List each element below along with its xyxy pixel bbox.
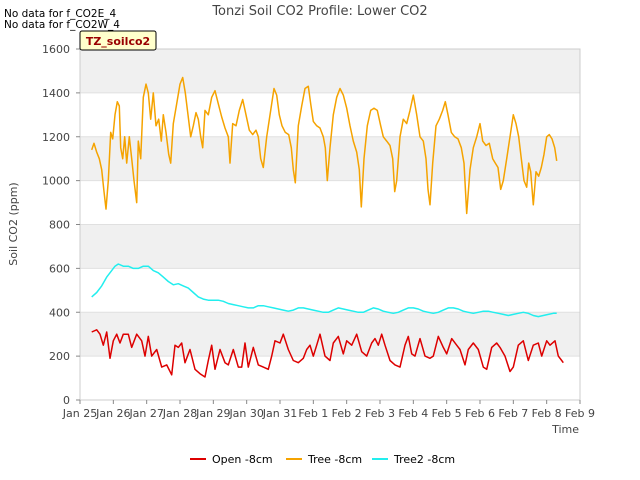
x-tick-label-8: Feb 2: [332, 407, 362, 420]
background-bands: [80, 49, 580, 357]
series-lines: [90, 76, 564, 378]
band-200: [80, 312, 580, 357]
x-tick-label-1: Jan 26: [95, 407, 130, 420]
series-line-1: [90, 76, 558, 215]
legend: Open -8cm Tree -8cm Tree2 -8cm: [0, 453, 640, 469]
site-badge-box: [79, 30, 157, 51]
y-axis-ticks: 0 200 400 600 800 1000 1200 1400 1600: [42, 43, 80, 407]
x-tick-label-15: Feb 9: [565, 407, 595, 420]
x-tick-label-3: Jan 28: [162, 407, 197, 420]
x-tick-label-9: Feb 3: [365, 407, 395, 420]
y-tick-label-600: 600: [49, 262, 70, 275]
x-tick-label-5: Jan 30: [228, 407, 263, 420]
band-600: [80, 224, 580, 269]
site-badge: TZ_soilco2: [79, 30, 157, 51]
x-tick-label-0: Jan 25: [62, 407, 97, 420]
legend-label-tree2: Tree2 -8cm: [394, 453, 456, 466]
legend-label-open: Open -8cm: [212, 453, 273, 466]
x-tick-label-6: Jan 31: [262, 407, 297, 420]
x-tick-label-13: Feb 7: [498, 407, 528, 420]
no-data-message-2: No data for f_CO2W_4: [4, 19, 120, 31]
y-tick-label-1200: 1200: [42, 131, 70, 144]
legend-swatch-open: [190, 458, 206, 460]
x-tick-label-7: Feb 1: [298, 407, 328, 420]
legend-item-open: Open -8cm: [190, 453, 273, 466]
chart-title: Tonzi Soil CO2 Profile: Lower CO2: [211, 4, 427, 19]
legend-label-tree: Tree -8cm: [308, 453, 363, 466]
x-tick-label-2: Jan 27: [128, 407, 163, 420]
no-data-message-1: No data for f_CO2E_4: [4, 8, 117, 20]
x-tick-label-14: Feb 8: [532, 407, 562, 420]
y-tick-label-0: 0: [63, 394, 70, 407]
x-tick-label-11: Feb 5: [432, 407, 462, 420]
y-tick-label-400: 400: [49, 306, 70, 319]
y-tick-label-1400: 1400: [42, 87, 70, 100]
legend-item-tree: Tree -8cm: [286, 453, 362, 466]
site-badge-label: TZ_soilco2: [86, 35, 150, 48]
band-1400: [80, 49, 580, 93]
y-tick-label-800: 800: [49, 219, 70, 232]
series-line-2: [91, 263, 557, 318]
y-tick-label-1000: 1000: [42, 175, 70, 188]
y-axis-label: Soil CO2 (ppm): [7, 182, 20, 265]
y-tick-label-1600: 1600: [42, 43, 70, 56]
y-tick-label-200: 200: [49, 350, 70, 363]
x-tick-label-4: Jan 29: [195, 407, 230, 420]
legend-item-tree2: Tree2 -8cm: [372, 453, 455, 466]
x-tick-label-12: Feb 6: [465, 407, 495, 420]
x-axis-label: Time: [551, 423, 579, 436]
x-tick-label-10: Feb 4: [398, 407, 428, 420]
legend-swatch-tree: [286, 458, 302, 460]
series-line-0: [91, 329, 564, 378]
legend-swatch-tree2: [372, 458, 388, 460]
